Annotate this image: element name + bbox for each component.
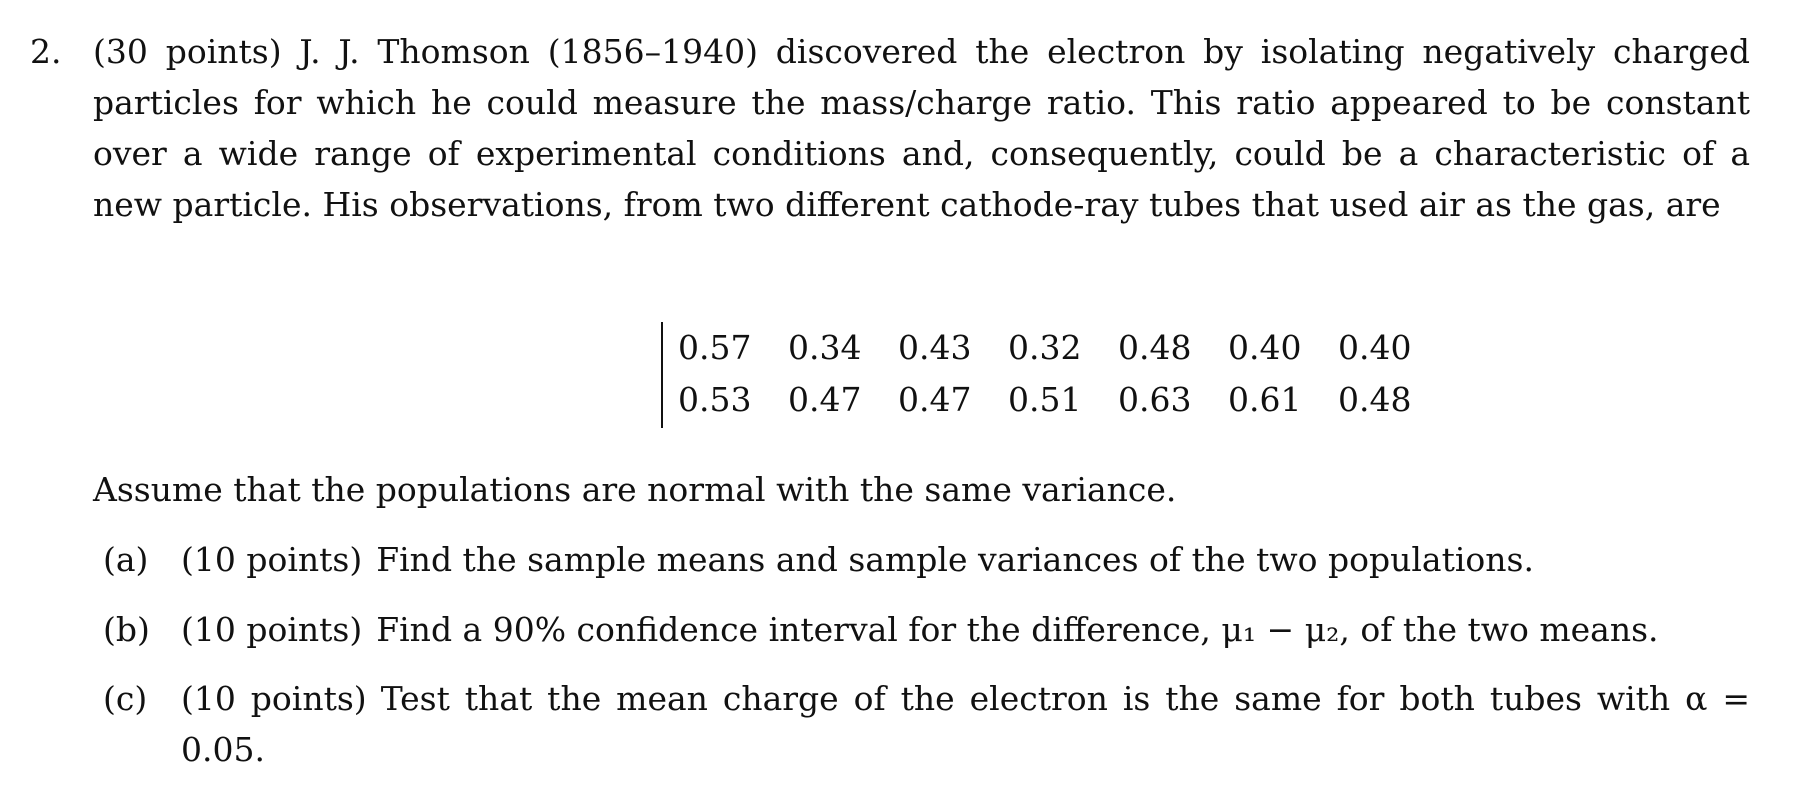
- problem-number: 2.: [30, 32, 62, 71]
- part-body: (10 points) Test that the mean charge of …: [181, 673, 1750, 775]
- table-value: 0.34: [788, 328, 862, 367]
- problem-statement: (30 points) J. J. Thomson (1856–1940) di…: [93, 26, 1750, 230]
- table-value: 0.40: [1228, 328, 1302, 367]
- table-value: 0.48: [1118, 328, 1192, 367]
- table-value: 0.57: [678, 328, 752, 367]
- table-value: 0.63: [1118, 380, 1192, 419]
- part-text: Find a 90% confidence interval for the d…: [376, 610, 1659, 649]
- problem-points: (30 points): [93, 32, 282, 71]
- table-value: 0.48: [1338, 380, 1412, 419]
- table-value: 0.47: [898, 380, 972, 419]
- part-body: (10 points) Find a 90% confidence interva…: [181, 604, 1750, 655]
- problem-text: J. J. Thomson (1856–1940) discovered the…: [93, 32, 1750, 224]
- table-value: 0.43: [898, 328, 972, 367]
- part-label: (a): [103, 540, 149, 579]
- assumption: Assume that the populations are normal w…: [93, 470, 1177, 509]
- part-points: (10 points): [181, 610, 363, 649]
- table-value: 0.61: [1228, 380, 1302, 419]
- table-value: 0.51: [1008, 380, 1082, 419]
- part-points: (10 points): [181, 679, 367, 718]
- table-value: 0.40: [1338, 328, 1412, 367]
- table-rule: [661, 322, 663, 428]
- part-body: (10 points) Find the sample means and sam…: [181, 534, 1750, 585]
- part-text: Test that the mean charge of the electro…: [181, 679, 1750, 769]
- part-label: (b): [103, 610, 150, 649]
- part-points: (10 points): [181, 540, 363, 579]
- table-value: 0.53: [678, 380, 752, 419]
- part-text: Find the sample means and sample varianc…: [376, 540, 1534, 579]
- table-value: 0.32: [1008, 328, 1082, 367]
- part-label: (c): [103, 679, 148, 718]
- table-value: 0.47: [788, 380, 862, 419]
